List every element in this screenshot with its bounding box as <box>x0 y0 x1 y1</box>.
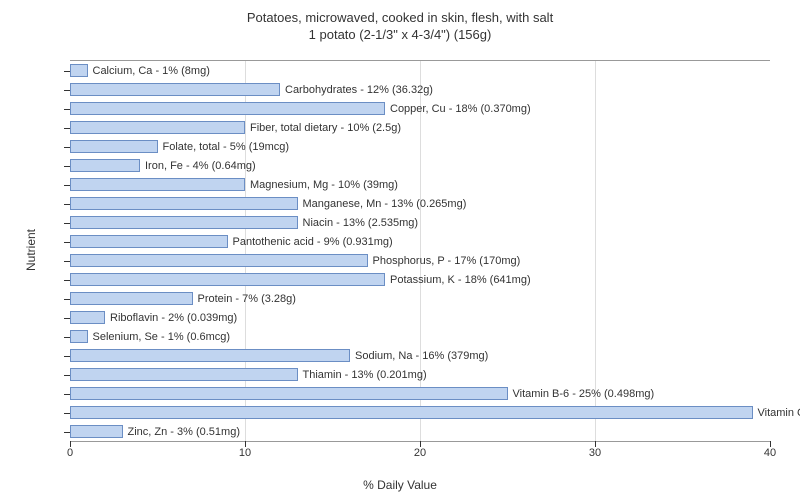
nutrient-bar <box>70 292 193 305</box>
bar-row: Thiamin - 13% (0.201mg) <box>70 365 770 384</box>
nutrient-label: Pantothenic acid - 9% (0.931mg) <box>228 236 393 248</box>
nutrient-bar <box>70 235 228 248</box>
y-tick <box>64 432 70 433</box>
bar-row: Riboflavin - 2% (0.039mg) <box>70 308 770 327</box>
nutrient-bar <box>70 254 368 267</box>
nutrient-label: Manganese, Mn - 13% (0.265mg) <box>298 198 467 210</box>
nutrient-bar <box>70 216 298 229</box>
y-tick <box>64 375 70 376</box>
nutrient-bar <box>70 387 508 400</box>
bar-row: Zinc, Zn - 3% (0.51mg) <box>70 422 770 441</box>
bar-row: Selenium, Se - 1% (0.6mcg) <box>70 327 770 346</box>
bar-row: Vitamin C, total ascorbic acid - 39% (23… <box>70 403 770 422</box>
nutrient-bar <box>70 159 140 172</box>
y-tick <box>64 318 70 319</box>
bar-row: Phosphorus, P - 17% (170mg) <box>70 251 770 270</box>
nutrient-label: Magnesium, Mg - 10% (39mg) <box>245 179 398 191</box>
nutrient-bar <box>70 178 245 191</box>
y-tick <box>64 280 70 281</box>
x-axis-label: % Daily Value <box>363 478 437 492</box>
nutrient-bar <box>70 102 385 115</box>
x-tick-label: 10 <box>239 447 251 459</box>
y-tick <box>64 356 70 357</box>
y-tick <box>64 90 70 91</box>
y-tick <box>64 261 70 262</box>
x-tick-label: 20 <box>414 447 426 459</box>
nutrient-label: Vitamin C, total ascorbic acid - 39% (23… <box>753 407 800 419</box>
bar-row: Calcium, Ca - 1% (8mg) <box>70 61 770 80</box>
bar-row: Folate, total - 5% (19mcg) <box>70 137 770 156</box>
nutrient-label: Thiamin - 13% (0.201mg) <box>298 369 427 381</box>
y-tick <box>64 413 70 414</box>
bar-row: Carbohydrates - 12% (36.32g) <box>70 80 770 99</box>
bar-row: Pantothenic acid - 9% (0.931mg) <box>70 232 770 251</box>
nutrient-label: Niacin - 13% (2.535mg) <box>298 217 419 229</box>
nutrient-bar <box>70 273 385 286</box>
nutrient-label: Selenium, Se - 1% (0.6mcg) <box>88 331 231 343</box>
bar-row: Sodium, Na - 16% (379mg) <box>70 346 770 365</box>
nutrient-label: Iron, Fe - 4% (0.64mg) <box>140 160 256 172</box>
title-line-2: 1 potato (2-1/3" x 4-3/4") (156g) <box>0 27 800 44</box>
nutrient-label: Folate, total - 5% (19mcg) <box>158 141 290 153</box>
nutrient-label: Calcium, Ca - 1% (8mg) <box>88 65 210 77</box>
y-tick <box>64 299 70 300</box>
nutrient-bar <box>70 64 88 77</box>
chart-container: Potatoes, microwaved, cooked in skin, fl… <box>0 0 800 500</box>
bar-row: Copper, Cu - 18% (0.370mg) <box>70 99 770 118</box>
nutrient-label: Riboflavin - 2% (0.039mg) <box>105 312 237 324</box>
nutrient-bar <box>70 349 350 362</box>
nutrient-label: Zinc, Zn - 3% (0.51mg) <box>123 426 240 438</box>
y-tick <box>64 71 70 72</box>
nutrient-bar <box>70 368 298 381</box>
nutrient-bar <box>70 425 123 438</box>
bar-row: Iron, Fe - 4% (0.64mg) <box>70 156 770 175</box>
bar-row: Potassium, K - 18% (641mg) <box>70 270 770 289</box>
nutrient-label: Sodium, Na - 16% (379mg) <box>350 350 488 362</box>
nutrient-label: Vitamin B-6 - 25% (0.498mg) <box>508 388 655 400</box>
y-tick <box>64 185 70 186</box>
x-tick-label: 0 <box>67 447 73 459</box>
nutrient-label: Potassium, K - 18% (641mg) <box>385 274 531 286</box>
nutrient-label: Phosphorus, P - 17% (170mg) <box>368 255 521 267</box>
nutrient-label: Protein - 7% (3.28g) <box>193 293 296 305</box>
y-tick <box>64 166 70 167</box>
x-tick-container: 010203040 <box>70 441 770 461</box>
bar-row: Manganese, Mn - 13% (0.265mg) <box>70 194 770 213</box>
y-tick <box>64 147 70 148</box>
y-tick <box>64 242 70 243</box>
x-tick-label: 30 <box>589 447 601 459</box>
bar-row: Niacin - 13% (2.535mg) <box>70 213 770 232</box>
y-tick <box>64 223 70 224</box>
y-axis-label: Nutrient <box>24 229 38 271</box>
x-tick-label: 40 <box>764 447 776 459</box>
bar-row: Magnesium, Mg - 10% (39mg) <box>70 175 770 194</box>
plot-area: 010203040 Calcium, Ca - 1% (8mg)Carbohyd… <box>70 60 770 442</box>
nutrient-bar <box>70 121 245 134</box>
y-tick <box>64 204 70 205</box>
title-line-1: Potatoes, microwaved, cooked in skin, fl… <box>0 10 800 27</box>
chart-title: Potatoes, microwaved, cooked in skin, fl… <box>0 0 800 44</box>
nutrient-label: Copper, Cu - 18% (0.370mg) <box>385 103 531 115</box>
y-tick <box>64 109 70 110</box>
nutrient-label: Carbohydrates - 12% (36.32g) <box>280 84 433 96</box>
bar-row: Fiber, total dietary - 10% (2.5g) <box>70 118 770 137</box>
nutrient-bar <box>70 197 298 210</box>
bar-row: Vitamin B-6 - 25% (0.498mg) <box>70 384 770 403</box>
nutrient-label: Fiber, total dietary - 10% (2.5g) <box>245 122 401 134</box>
nutrient-bar <box>70 140 158 153</box>
nutrient-bar <box>70 406 753 419</box>
nutrient-bar <box>70 330 88 343</box>
y-tick <box>64 394 70 395</box>
bar-row: Protein - 7% (3.28g) <box>70 289 770 308</box>
y-tick <box>64 337 70 338</box>
nutrient-bar <box>70 311 105 324</box>
nutrient-bar <box>70 83 280 96</box>
y-tick <box>64 128 70 129</box>
